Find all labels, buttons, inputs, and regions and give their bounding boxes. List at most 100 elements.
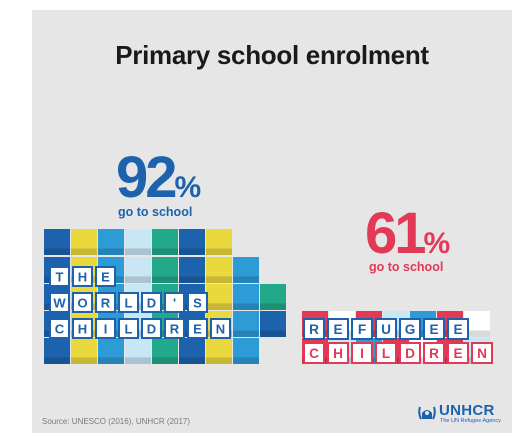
svg-text:H: H [333, 346, 343, 361]
svg-text:R: R [101, 295, 111, 310]
world-letter-tile: N [210, 318, 231, 339]
world-block [260, 311, 286, 337]
world-letter-tile: L [118, 292, 139, 313]
refugee-caption: go to school [369, 260, 444, 274]
world-block [98, 229, 124, 255]
world-block [206, 229, 232, 255]
world-letter-tile: C [49, 318, 70, 339]
refugee-percentage: 61% [365, 200, 450, 267]
world-percentage: 92% [116, 144, 201, 211]
source-note: Source: UNESCO (2016), UNHCR (2017) [42, 417, 191, 426]
world-caption: go to school [118, 205, 193, 219]
svg-text:E: E [453, 346, 462, 361]
refugee-letter-tile: R [303, 318, 325, 340]
refugee-letter-tile: L [375, 342, 397, 364]
svg-text:E: E [333, 322, 342, 337]
svg-text:R: R [170, 321, 180, 336]
refugee-letter-tile: D [399, 342, 421, 364]
svg-text:S: S [193, 295, 202, 310]
world-block [233, 257, 259, 283]
refugee-percentage-sign: % [423, 227, 451, 260]
svg-text:L: L [382, 346, 390, 361]
card: Primary school enrolment 92% go to schoo… [32, 10, 512, 433]
svg-text:': ' [173, 295, 176, 310]
world-block [233, 311, 259, 337]
unhcr-logo-text: UNHCR [439, 402, 495, 419]
svg-text:F: F [358, 322, 366, 337]
world-block [206, 257, 232, 283]
svg-text:G: G [405, 322, 416, 337]
world-block [260, 284, 286, 310]
world-letter-tile: R [164, 318, 185, 339]
svg-text:R: R [429, 346, 439, 361]
world-block [233, 284, 259, 310]
world-letter-tile: D [141, 318, 162, 339]
svg-text:N: N [477, 346, 487, 361]
refugee-letter-tile: E [327, 318, 349, 340]
world-block [125, 338, 151, 364]
world-block [206, 284, 232, 310]
world-letter-tile: H [72, 318, 93, 339]
world-block [152, 257, 178, 283]
refugee-letter-tile: F [351, 318, 373, 340]
world-block [44, 338, 70, 364]
refugee-letter-tile: E [447, 318, 469, 340]
svg-text:E: E [453, 322, 462, 337]
refugee-letter-tile: H [327, 342, 349, 364]
refugee-percentage-value: 61 [365, 201, 426, 266]
svg-text:C: C [55, 321, 65, 336]
svg-text:E: E [193, 321, 202, 336]
world-letter-tile: E [187, 318, 208, 339]
svg-text:C: C [309, 346, 319, 361]
svg-text:D: D [147, 321, 156, 336]
world-block [179, 229, 205, 255]
svg-text:N: N [216, 321, 225, 336]
world-block [125, 257, 151, 283]
unhcr-logo-tagline: The UN Refugee Agency [440, 418, 501, 424]
world-letter-tile: S [187, 292, 208, 313]
world-block [152, 229, 178, 255]
block-illustration: T H EW O R L D ' SC H I L D R E N R E F U G E EC H I L D R E N [44, 229, 493, 364]
world-block [206, 338, 232, 364]
svg-text:E: E [101, 269, 110, 284]
svg-text:E: E [429, 322, 438, 337]
world-block [98, 338, 124, 364]
world-percentage-value: 92 [116, 145, 177, 210]
world-block [179, 257, 205, 283]
world-letter-tile: E [95, 266, 116, 287]
refugee-letter-tile: E [447, 342, 469, 364]
world-block [71, 338, 97, 364]
refugee-letter-tile: R [423, 342, 445, 364]
svg-text:H: H [78, 321, 87, 336]
world-letter-tile: T [49, 266, 70, 287]
refugee-letter-tile: I [351, 342, 373, 364]
world-letter-tile: D [141, 292, 162, 313]
world-percentage-sign: % [174, 171, 202, 204]
svg-text:D: D [147, 295, 156, 310]
world-letter-tile: W [49, 292, 70, 313]
world-block [125, 229, 151, 255]
svg-text:D: D [405, 346, 415, 361]
svg-text:T: T [56, 269, 64, 284]
world-block [179, 338, 205, 364]
unhcr-emblem-icon [418, 406, 436, 420]
refugee-letter-tile: G [399, 318, 421, 340]
svg-text:W: W [53, 295, 66, 310]
svg-text:H: H [78, 269, 87, 284]
refugee-letter-tile: N [471, 342, 493, 364]
world-block [44, 229, 70, 255]
svg-text:I: I [360, 346, 364, 361]
svg-text:R: R [309, 322, 319, 337]
refugee-letter-tile: E [423, 318, 445, 340]
world-letter-tile: L [118, 318, 139, 339]
svg-text:O: O [77, 295, 87, 310]
svg-text:L: L [125, 295, 133, 310]
refugee-letter-tile: U [375, 318, 397, 340]
world-letter-tile: I [95, 318, 116, 339]
world-block [152, 338, 178, 364]
world-block [233, 338, 259, 364]
world-letter-tile: O [72, 292, 93, 313]
world-block [71, 229, 97, 255]
svg-text:L: L [125, 321, 133, 336]
